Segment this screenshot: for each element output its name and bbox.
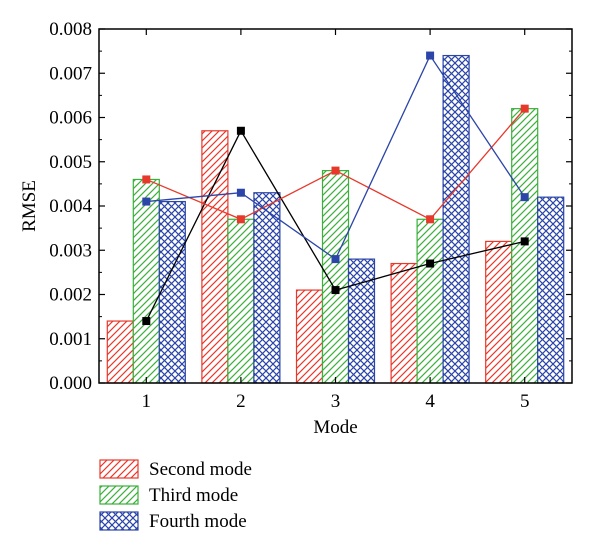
marker-fourth-mode-5: [520, 193, 529, 202]
legend-swatch-fourth-mode: [99, 511, 139, 531]
bars-layer: [106, 54, 565, 384]
legend-label-second-mode: Second mode: [149, 459, 252, 480]
y-tick-label: 0.008: [49, 19, 92, 40]
y-tick-label: 0.006: [49, 108, 92, 129]
bar-third-mode-3: [321, 170, 350, 384]
y-axis: 0.000 0.001 0.002 0.003 0.004 0.005 0.006 0.007…: [49, 19, 572, 394]
marker-second-mode-2: [236, 126, 245, 135]
marker-fourth-mode-2: [236, 188, 245, 197]
x-axis: 1 2 3 4 5: [142, 29, 530, 412]
bar-second-mode-3: [295, 289, 324, 384]
marker-third-mode-5: [520, 104, 529, 113]
legend-swatch-second-mode: [99, 459, 139, 479]
x-axis-title: Mode: [313, 417, 357, 438]
y-tick-label: 0.000: [49, 373, 92, 394]
x-tick-label: 5: [520, 391, 530, 412]
bar-second-mode-5: [485, 240, 513, 384]
bar-fourth-mode-1: [158, 200, 186, 384]
y-tick-label: 0.004: [49, 196, 92, 217]
y-tick-label: 0.005: [49, 152, 92, 173]
bar-third-mode-2: [227, 218, 255, 384]
legend-label-fourth-mode: Fourth mode: [149, 511, 247, 532]
marker-second-mode-3: [331, 286, 340, 295]
legend: Second mode Third mode Fourth mode: [99, 459, 252, 532]
overlay-lines-layer: [142, 51, 529, 326]
y-axis-title: RMSE: [19, 180, 40, 232]
bar-fourth-mode-3: [347, 258, 376, 384]
bar-third-mode-5: [511, 108, 539, 384]
marker-third-mode-4: [426, 215, 435, 224]
marker-third-mode-2: [236, 215, 245, 224]
marker-second-mode-5: [520, 237, 529, 246]
bar-fourth-mode-4: [442, 54, 470, 384]
y-tick-label: 0.001: [49, 329, 92, 350]
bar-second-mode-2: [201, 130, 229, 384]
legend-label-third-mode: Third mode: [149, 485, 238, 506]
x-tick-label: 3: [331, 391, 341, 412]
marker-second-mode-4: [426, 259, 435, 268]
legend-swatch-third-mode: [99, 485, 139, 505]
bar-third-mode-1: [132, 178, 160, 384]
marker-fourth-mode-3: [331, 255, 340, 264]
bar-second-mode-1: [106, 320, 134, 384]
marker-third-mode-3: [331, 166, 340, 175]
bar-second-mode-4: [390, 262, 418, 384]
marker-second-mode-1: [142, 317, 151, 326]
x-tick-label: 1: [142, 391, 152, 412]
x-tick-label: 2: [236, 391, 246, 412]
y-tick-label: 0.007: [49, 63, 92, 84]
y-tick-label: 0.002: [49, 285, 92, 306]
bar-fourth-mode-5: [537, 196, 565, 384]
y-tick-label: 0.003: [49, 240, 92, 261]
bar-fourth-mode-2: [253, 192, 281, 384]
bar-third-mode-4: [416, 218, 444, 384]
marker-fourth-mode-1: [142, 197, 151, 206]
marker-third-mode-1: [142, 175, 151, 184]
x-tick-label: 4: [425, 391, 435, 412]
marker-fourth-mode-4: [426, 51, 435, 60]
